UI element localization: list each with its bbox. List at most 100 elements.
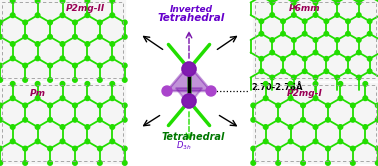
Circle shape xyxy=(251,118,256,122)
Circle shape xyxy=(73,118,77,122)
Circle shape xyxy=(346,56,350,61)
Circle shape xyxy=(0,78,3,82)
Circle shape xyxy=(35,56,40,61)
Polygon shape xyxy=(167,65,211,91)
Text: 2.70-2.76Å: 2.70-2.76Å xyxy=(251,83,302,92)
Circle shape xyxy=(363,139,367,144)
Circle shape xyxy=(313,75,318,80)
Circle shape xyxy=(0,35,3,39)
Circle shape xyxy=(73,35,77,39)
Circle shape xyxy=(313,125,318,129)
Circle shape xyxy=(313,38,318,42)
Bar xyxy=(255,2,376,78)
Circle shape xyxy=(0,118,3,122)
Circle shape xyxy=(291,75,296,80)
Circle shape xyxy=(23,35,28,39)
Circle shape xyxy=(350,103,355,108)
Circle shape xyxy=(338,96,343,101)
Circle shape xyxy=(23,118,28,122)
Circle shape xyxy=(60,0,65,3)
Circle shape xyxy=(291,38,296,42)
Bar xyxy=(0,83,125,163)
Circle shape xyxy=(122,146,127,151)
Circle shape xyxy=(122,161,127,165)
Circle shape xyxy=(85,125,90,129)
Circle shape xyxy=(60,56,65,61)
Circle shape xyxy=(48,118,52,122)
Circle shape xyxy=(335,50,339,55)
Circle shape xyxy=(251,103,256,108)
Circle shape xyxy=(35,42,40,46)
Circle shape xyxy=(346,19,350,24)
Circle shape xyxy=(162,86,172,96)
Circle shape xyxy=(85,42,90,46)
Circle shape xyxy=(251,161,256,165)
Circle shape xyxy=(110,139,115,144)
Circle shape xyxy=(356,13,361,17)
Circle shape xyxy=(98,78,102,82)
Bar xyxy=(2,85,123,161)
Circle shape xyxy=(270,50,274,55)
Circle shape xyxy=(122,35,127,39)
Circle shape xyxy=(270,13,274,17)
Circle shape xyxy=(60,125,65,129)
Circle shape xyxy=(291,13,296,17)
Circle shape xyxy=(110,125,115,129)
Circle shape xyxy=(313,139,318,144)
Circle shape xyxy=(98,146,102,151)
Circle shape xyxy=(326,146,330,151)
Circle shape xyxy=(35,96,40,101)
Circle shape xyxy=(23,20,28,25)
Circle shape xyxy=(301,103,305,108)
Text: Pm: Pm xyxy=(30,89,46,98)
Circle shape xyxy=(11,139,15,144)
Circle shape xyxy=(122,63,127,68)
Circle shape xyxy=(110,82,115,86)
Circle shape xyxy=(122,118,127,122)
Circle shape xyxy=(335,13,339,17)
Circle shape xyxy=(73,78,77,82)
Circle shape xyxy=(35,82,40,86)
Circle shape xyxy=(302,19,307,24)
Bar xyxy=(0,0,125,80)
Circle shape xyxy=(313,50,318,55)
Circle shape xyxy=(23,78,28,82)
Circle shape xyxy=(23,146,28,151)
Circle shape xyxy=(302,69,307,74)
Circle shape xyxy=(356,50,361,55)
Circle shape xyxy=(375,103,378,108)
Circle shape xyxy=(363,82,367,86)
Circle shape xyxy=(48,35,52,39)
Circle shape xyxy=(60,13,65,18)
Circle shape xyxy=(288,125,293,129)
Circle shape xyxy=(301,161,305,165)
Circle shape xyxy=(301,146,305,151)
Circle shape xyxy=(11,42,15,46)
Circle shape xyxy=(375,118,378,122)
Text: Tetrahedral: Tetrahedral xyxy=(157,13,225,23)
Circle shape xyxy=(356,38,361,42)
Circle shape xyxy=(35,139,40,144)
Circle shape xyxy=(85,0,90,3)
Circle shape xyxy=(276,118,280,122)
Circle shape xyxy=(313,13,318,17)
Circle shape xyxy=(367,32,372,36)
Circle shape xyxy=(73,146,77,151)
Circle shape xyxy=(110,13,115,18)
Circle shape xyxy=(98,63,102,68)
Circle shape xyxy=(73,63,77,68)
Circle shape xyxy=(48,103,52,108)
Circle shape xyxy=(259,56,263,61)
Circle shape xyxy=(48,161,52,165)
Text: Tetrahedral: Tetrahedral xyxy=(161,132,225,142)
Circle shape xyxy=(60,96,65,101)
Circle shape xyxy=(259,19,263,24)
Circle shape xyxy=(302,32,307,36)
Circle shape xyxy=(98,161,102,165)
Circle shape xyxy=(73,161,77,165)
Circle shape xyxy=(356,75,361,80)
Circle shape xyxy=(110,96,115,101)
Circle shape xyxy=(85,56,90,61)
Circle shape xyxy=(60,42,65,46)
Circle shape xyxy=(375,146,378,151)
